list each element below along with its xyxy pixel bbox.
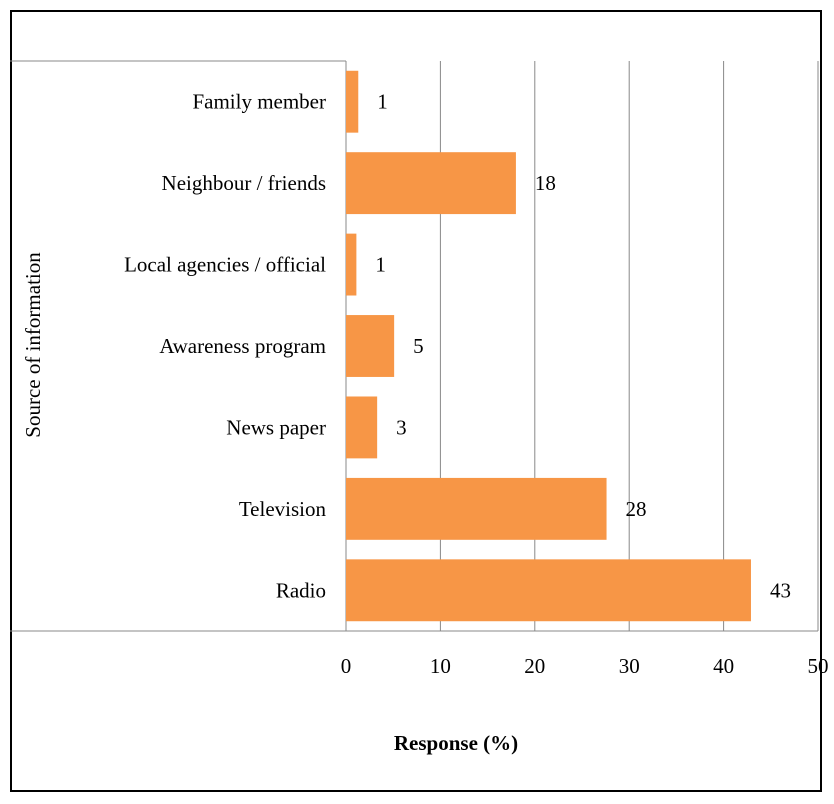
x-axis-title: Response (%)	[394, 731, 518, 755]
chart-frame	[10, 10, 822, 792]
bar	[346, 315, 395, 377]
bar	[346, 152, 516, 215]
bar	[346, 396, 378, 459]
x-tick-label: 50	[808, 654, 829, 678]
category-label: Neighbour / friends	[162, 171, 326, 195]
plot-area: 0 10 20 30 40 50 Family member 1 Neighbour / fri…	[10, 60, 829, 678]
data-label: 1	[375, 253, 386, 277]
bar	[346, 70, 359, 133]
data-label: 28	[626, 497, 647, 521]
data-label: 5	[413, 334, 424, 358]
category-label: News paper	[226, 415, 326, 439]
bar	[346, 233, 357, 296]
data-label: 18	[535, 171, 556, 195]
data-label: 3	[396, 415, 407, 439]
category-label: Family member	[192, 90, 326, 114]
x-tick-label: 0	[341, 654, 352, 678]
data-label: 43	[770, 578, 791, 602]
category-label: Radio	[276, 578, 326, 602]
category-label: Television	[239, 497, 327, 521]
x-tick-label: 20	[524, 654, 545, 678]
bar	[346, 477, 607, 540]
data-label: 1	[377, 90, 388, 114]
bar	[346, 559, 751, 622]
y-axis-title: Source of information	[21, 252, 45, 438]
category-label: Local agencies / official	[124, 253, 326, 277]
x-tick-label: 10	[430, 654, 451, 678]
category-label: Awareness program	[159, 334, 326, 358]
x-tick-label: 40	[713, 654, 734, 678]
x-tick-label: 30	[619, 654, 640, 678]
